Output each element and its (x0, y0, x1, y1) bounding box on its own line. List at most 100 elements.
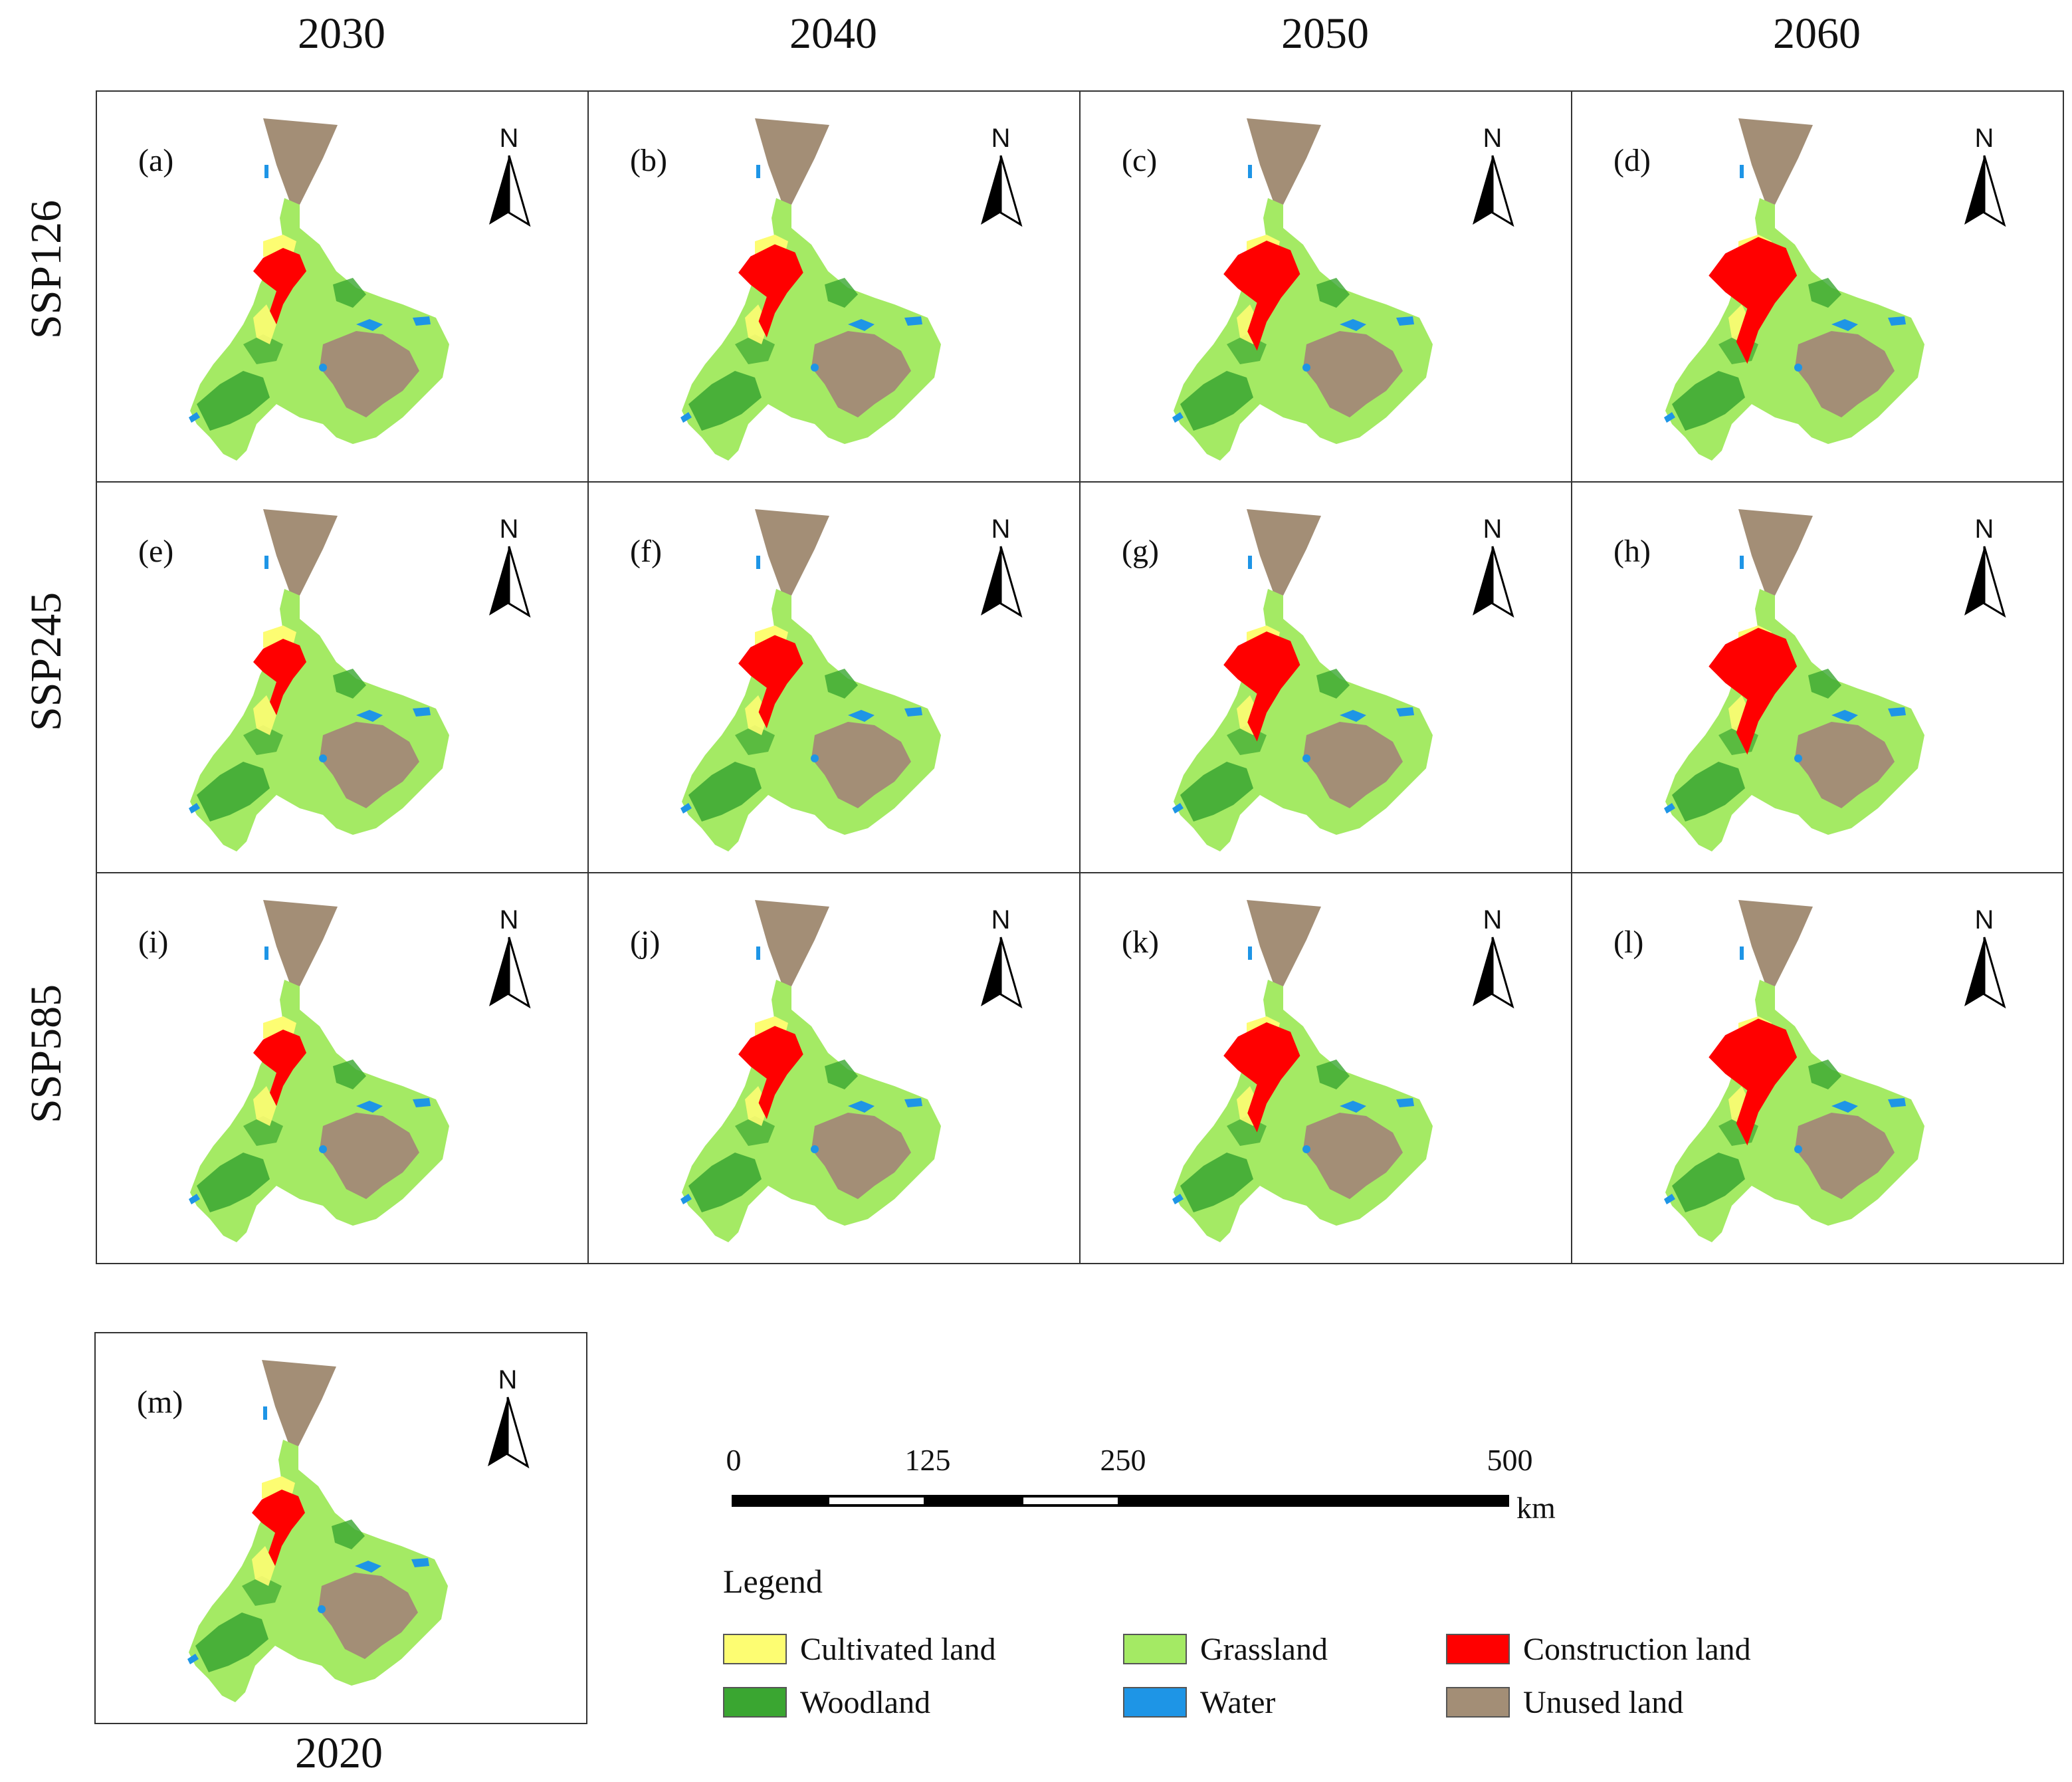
panel-label: (d) (1613, 143, 1651, 178)
unused-north-region (1247, 509, 1321, 596)
woodland-region (688, 371, 762, 431)
north-arrow: N (974, 124, 1027, 230)
map-panel-h: (h) N (1571, 481, 2064, 873)
unused-north-region (1738, 900, 1813, 986)
woodland-region (688, 1153, 762, 1212)
grassland-region (682, 228, 941, 461)
north-arrow-label: N (1483, 124, 1502, 153)
construction-region (1223, 631, 1300, 742)
map-panel-g: (g) N (1079, 481, 1572, 873)
unused-north-region (263, 900, 338, 986)
land-use-map (680, 118, 941, 461)
unused-north-region (263, 509, 338, 596)
panel-label: (i) (138, 925, 169, 960)
panel-label: (b) (630, 143, 667, 178)
unused-southeast-region (1303, 331, 1403, 417)
panel-label: (h) (1613, 534, 1651, 569)
north-arrow-icon (489, 937, 531, 1009)
unused-north-region (1247, 118, 1321, 205)
land-use-map (1664, 509, 1924, 851)
grassland-region (1665, 228, 1924, 461)
scale-unit: km (1516, 1491, 1556, 1525)
legend-item-woodland: Woodland (723, 1684, 931, 1720)
legend-swatch (723, 1634, 787, 1664)
woodland-region (1180, 762, 1253, 822)
legend-item-construction-land: Construction land (1446, 1632, 1751, 1667)
construction-region (253, 639, 306, 715)
legend-label: Water (1200, 1684, 1276, 1720)
woodland-region (197, 371, 270, 431)
map-panel-b: (b) N (587, 90, 1081, 483)
construction-region (1223, 241, 1300, 351)
panel-label: (c) (1122, 143, 1158, 178)
scenario-label-ssp585: SSP585 (22, 984, 70, 1123)
woodland-region (195, 1613, 268, 1672)
north-arrow-label: N (1974, 514, 1994, 544)
unused-north-region (1247, 900, 1321, 986)
map-panel-c: (c) N (1079, 90, 1572, 483)
unused-north-region (1738, 509, 1813, 596)
year-header-2060: 2060 (1773, 9, 1861, 58)
legend-swatch (1446, 1634, 1510, 1664)
north-arrow-label: N (499, 905, 519, 935)
legend-label: Grassland (1200, 1631, 1328, 1667)
north-arrow: N (482, 514, 536, 621)
unused-north-region (755, 509, 829, 596)
construction-region (738, 1026, 803, 1119)
land-use-map (187, 1360, 448, 1702)
legend-swatch (1123, 1687, 1187, 1718)
north-arrow: N (1466, 124, 1519, 230)
grassland-region (682, 1010, 941, 1242)
north-arrow: N (481, 1365, 534, 1472)
woodland-region (1672, 1153, 1745, 1212)
grassland-region (682, 619, 941, 851)
water-region (1831, 710, 1858, 722)
unused-southeast-region (320, 722, 419, 808)
construction-region (253, 1030, 306, 1106)
map-panel-d: (d) N (1571, 90, 2064, 483)
unused-southeast-region (1795, 1113, 1895, 1199)
legend-item-cultivated-land: Cultivated land (723, 1632, 996, 1667)
north-arrow: N (1466, 905, 1519, 1012)
panel-label: (g) (1122, 534, 1159, 569)
unused-north-region (755, 118, 829, 205)
panel-label: (m) (137, 1385, 183, 1420)
map-panel-l: (l) N (1571, 872, 2064, 1264)
north-arrow-icon (1473, 937, 1514, 1009)
construction-region (738, 635, 803, 728)
unused-north-region (262, 1360, 336, 1446)
unused-north-region (755, 900, 829, 986)
panel-label: (l) (1613, 925, 1644, 960)
water-region (1340, 710, 1366, 722)
unused-southeast-region (1303, 1113, 1403, 1199)
north-arrow-icon (1964, 155, 2006, 227)
north-arrow-icon (981, 155, 1023, 227)
unused-southeast-region (811, 331, 911, 417)
north-arrow-label: N (499, 514, 519, 544)
scale-tick-250: 250 (1100, 1443, 1146, 1477)
unused-north-region (1738, 118, 1813, 205)
north-arrow-label: N (1974, 905, 1994, 935)
map-panel-k: (k) N (1079, 872, 1572, 1264)
water-region (356, 1101, 383, 1113)
panel-label: (j) (630, 925, 661, 960)
scenario-label-ssp245: SSP245 (22, 592, 70, 731)
legend-swatch (1123, 1634, 1187, 1664)
year-header-2050: 2050 (1281, 9, 1369, 58)
unused-southeast-region (1795, 722, 1895, 808)
scale-bar-graphic (732, 1495, 1509, 1507)
grassland-region (1174, 1010, 1433, 1242)
north-arrow-icon (1964, 546, 2006, 618)
grassland-region (1665, 619, 1924, 851)
north-arrow-label: N (1483, 905, 1502, 935)
water-region (848, 319, 875, 331)
construction-region (253, 248, 306, 324)
legend-label: Woodland (800, 1684, 931, 1720)
woodland-region (197, 1153, 270, 1212)
water-region (356, 710, 383, 722)
north-arrow: N (974, 905, 1027, 1012)
water-region (1340, 319, 1366, 331)
construction-region (1709, 1018, 1798, 1146)
construction-region (252, 1490, 305, 1566)
legend-title: Legend (723, 1563, 823, 1600)
